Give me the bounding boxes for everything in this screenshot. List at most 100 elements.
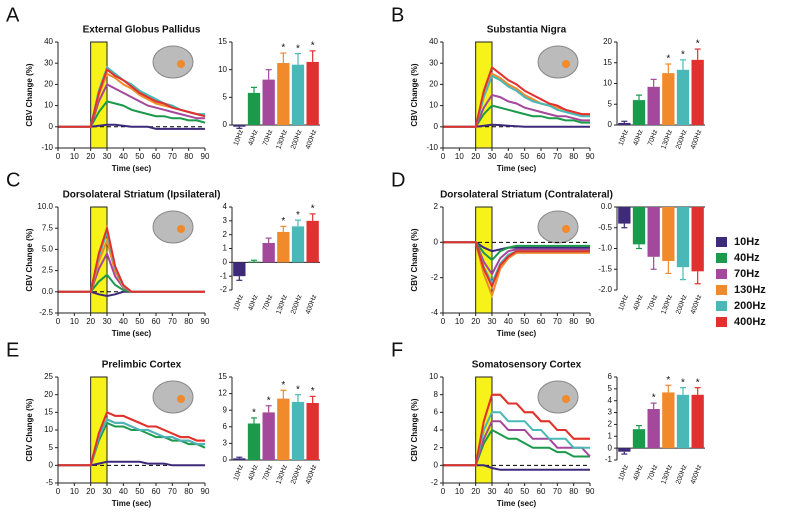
- x-tick-label: 10Hz: [233, 128, 245, 146]
- x-tick-label: 10Hz: [618, 293, 630, 311]
- y-tick-label: 0.0: [42, 287, 54, 296]
- chart-title: Substantia Nigra: [487, 25, 567, 36]
- x-tick-label: 70: [168, 152, 177, 161]
- y-tick-label: -5: [46, 478, 54, 487]
- series-line: [443, 72, 591, 128]
- x-tick-label: 70: [553, 152, 562, 161]
- x-tick-label: 40Hz: [632, 463, 644, 481]
- y-tick-label: 8: [434, 390, 439, 399]
- y-tick-label: 2: [434, 443, 439, 452]
- x-tick-label: 20: [471, 152, 480, 161]
- x-tick-label: 400Hz: [305, 293, 319, 315]
- x-tick-label: 40: [504, 152, 513, 161]
- x-tick-label: 20: [86, 487, 95, 496]
- x-tick-label: 130Hz: [275, 128, 289, 150]
- bar: [676, 69, 690, 125]
- bar: [277, 398, 290, 460]
- significance-mark: *: [681, 377, 685, 388]
- bar: [662, 207, 675, 261]
- y-tick-label: 0: [434, 460, 439, 469]
- y-tick-label: 2: [223, 230, 228, 239]
- bar: [262, 79, 275, 125]
- x-tick-label: 200Hz: [290, 293, 304, 315]
- series-line: [58, 273, 205, 293]
- x-tick-label: 10: [455, 317, 464, 326]
- x-tick-label: 0: [56, 487, 61, 496]
- y-tick-label: 2: [434, 202, 439, 211]
- bar: [277, 63, 290, 125]
- x-tick-label: 90: [201, 152, 210, 161]
- significance-mark: *: [281, 216, 285, 227]
- y-axis-label: CBV Change (%): [25, 63, 34, 126]
- y-tick-label: 20: [44, 80, 53, 89]
- x-tick-label: 70: [168, 487, 177, 496]
- x-tick-label: 20: [86, 317, 95, 326]
- x-tick-label: 10: [70, 317, 79, 326]
- y-tick-label: -2: [431, 273, 439, 282]
- x-tick-label: 80: [569, 152, 578, 161]
- bar: [306, 403, 319, 460]
- x-tick-label: 80: [184, 487, 193, 496]
- bar: [676, 394, 690, 449]
- y-tick-label: 10: [44, 425, 53, 434]
- x-tick-label: 50: [520, 152, 529, 161]
- y-tick-label: 20: [44, 390, 53, 399]
- y-tick-label: 4: [608, 396, 613, 405]
- y-tick-label: 0: [223, 120, 228, 129]
- x-tick-label: 40Hz: [632, 128, 644, 146]
- x-tick-label: 30: [103, 317, 112, 326]
- x-tick-label: 70Hz: [262, 463, 274, 481]
- x-tick-label: 10Hz: [618, 128, 630, 146]
- x-tick-label: 60: [152, 317, 161, 326]
- brain-roi: [177, 60, 185, 68]
- x-tick-label: 40: [119, 317, 128, 326]
- y-tick-label: 3: [223, 439, 228, 448]
- x-tick-label: 70Hz: [262, 293, 274, 311]
- y-tick-label: 10.0: [37, 202, 53, 211]
- x-tick-label: 130Hz: [275, 293, 289, 315]
- bar: [277, 231, 290, 263]
- series-line: [58, 224, 205, 293]
- legend-swatch: [716, 253, 727, 263]
- x-axis-label: Time (sec): [497, 164, 537, 173]
- bar: [247, 423, 261, 460]
- y-tick-label: 0: [223, 455, 228, 464]
- x-tick-label: 30: [488, 487, 497, 496]
- series-line: [58, 83, 205, 128]
- x-tick-label: 30: [488, 317, 497, 326]
- x-tick-label: 60: [152, 152, 161, 161]
- y-tick-label: 0.0: [601, 202, 613, 211]
- brain-icon: [152, 210, 194, 244]
- x-tick-label: 10Hz: [618, 463, 630, 481]
- x-tick-label: 400Hz: [690, 293, 704, 315]
- x-axis-label: Time (sec): [497, 499, 537, 508]
- series-line: [58, 421, 206, 467]
- bar: [291, 226, 305, 263]
- x-tick-label: 400Hz: [305, 463, 319, 485]
- panel-letter: C: [6, 169, 20, 191]
- x-tick-label: 50: [520, 487, 529, 496]
- panel-letter: B: [391, 4, 404, 26]
- y-tick-label: -4: [431, 308, 439, 317]
- bar: [247, 261, 261, 263]
- bar: [233, 125, 246, 127]
- y-tick-label: 30: [44, 58, 53, 67]
- chart-title: Prelimbic Cortex: [102, 360, 182, 371]
- bar: [291, 64, 305, 125]
- panel-letter: F: [391, 339, 403, 361]
- bar: [691, 207, 704, 272]
- x-tick-label: 50: [135, 317, 144, 326]
- x-tick-label: 70: [168, 317, 177, 326]
- significance-mark: *: [311, 386, 315, 397]
- y-tick-label: 7.5: [42, 223, 54, 232]
- x-tick-label: 200Hz: [290, 463, 304, 485]
- x-tick-label: 200Hz: [675, 463, 689, 485]
- series-line: [58, 410, 205, 467]
- x-tick-label: 40: [119, 152, 128, 161]
- y-tick-label: -2: [431, 478, 439, 487]
- legend-swatch: [716, 269, 727, 279]
- x-axis-label: Time (sec): [497, 329, 537, 338]
- significance-mark: *: [666, 375, 670, 386]
- legend-label: 400Hz: [734, 316, 766, 328]
